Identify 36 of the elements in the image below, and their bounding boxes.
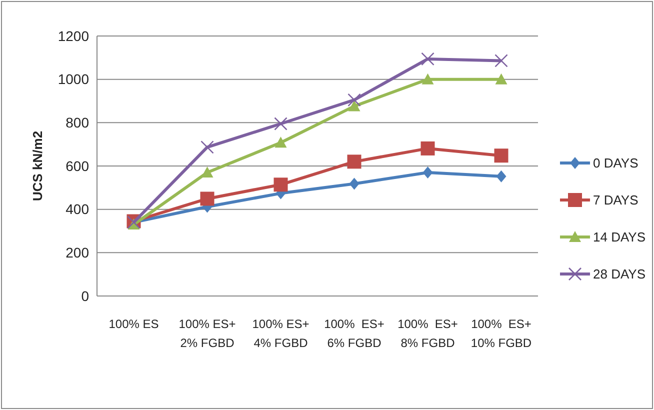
y-axis-title: UCS kN/m2	[30, 130, 45, 202]
point	[200, 192, 214, 206]
point	[347, 154, 362, 169]
legend-label: 0 DAYS	[593, 156, 639, 171]
y-tick-label: 0	[81, 288, 90, 304]
y-tick-label: 400	[66, 201, 90, 218]
y-tick-label: 800	[66, 114, 90, 131]
x-tick-label: 100% ES+ 6% FGBD	[324, 317, 384, 350]
point	[496, 170, 506, 182]
point	[422, 73, 434, 84]
legend-label: 14 DAYS	[593, 230, 646, 245]
point	[494, 54, 508, 68]
y-tick-label: 600	[66, 158, 90, 174]
y-tick-label: 200	[66, 244, 90, 261]
point	[422, 166, 433, 178]
point	[349, 178, 360, 190]
x-tick-label: 100% ES+ 10% FGBD	[470, 317, 532, 350]
y-tick-label: 1200	[58, 28, 90, 44]
x-tick-label: 100% ES	[108, 317, 159, 331]
point	[274, 117, 288, 130]
point	[274, 136, 287, 148]
x-tick-label: 100% ES+ 2% FGBD	[178, 317, 236, 350]
legend-label: 7 DAYS	[593, 192, 639, 208]
point	[200, 140, 214, 154]
point	[420, 141, 435, 156]
point	[494, 148, 508, 163]
point	[421, 52, 434, 66]
point	[495, 73, 508, 84]
point	[348, 93, 361, 107]
x-tick-label: 100% ES+ 4% FGBD	[252, 317, 310, 350]
legend-label: 28 DAYS	[593, 266, 646, 282]
point	[348, 100, 360, 112]
x-tick-label: 100% ES+ 8% FGBD	[398, 317, 458, 350]
point	[274, 178, 288, 192]
point	[201, 166, 214, 178]
y-tick-label: 1000	[58, 71, 90, 88]
